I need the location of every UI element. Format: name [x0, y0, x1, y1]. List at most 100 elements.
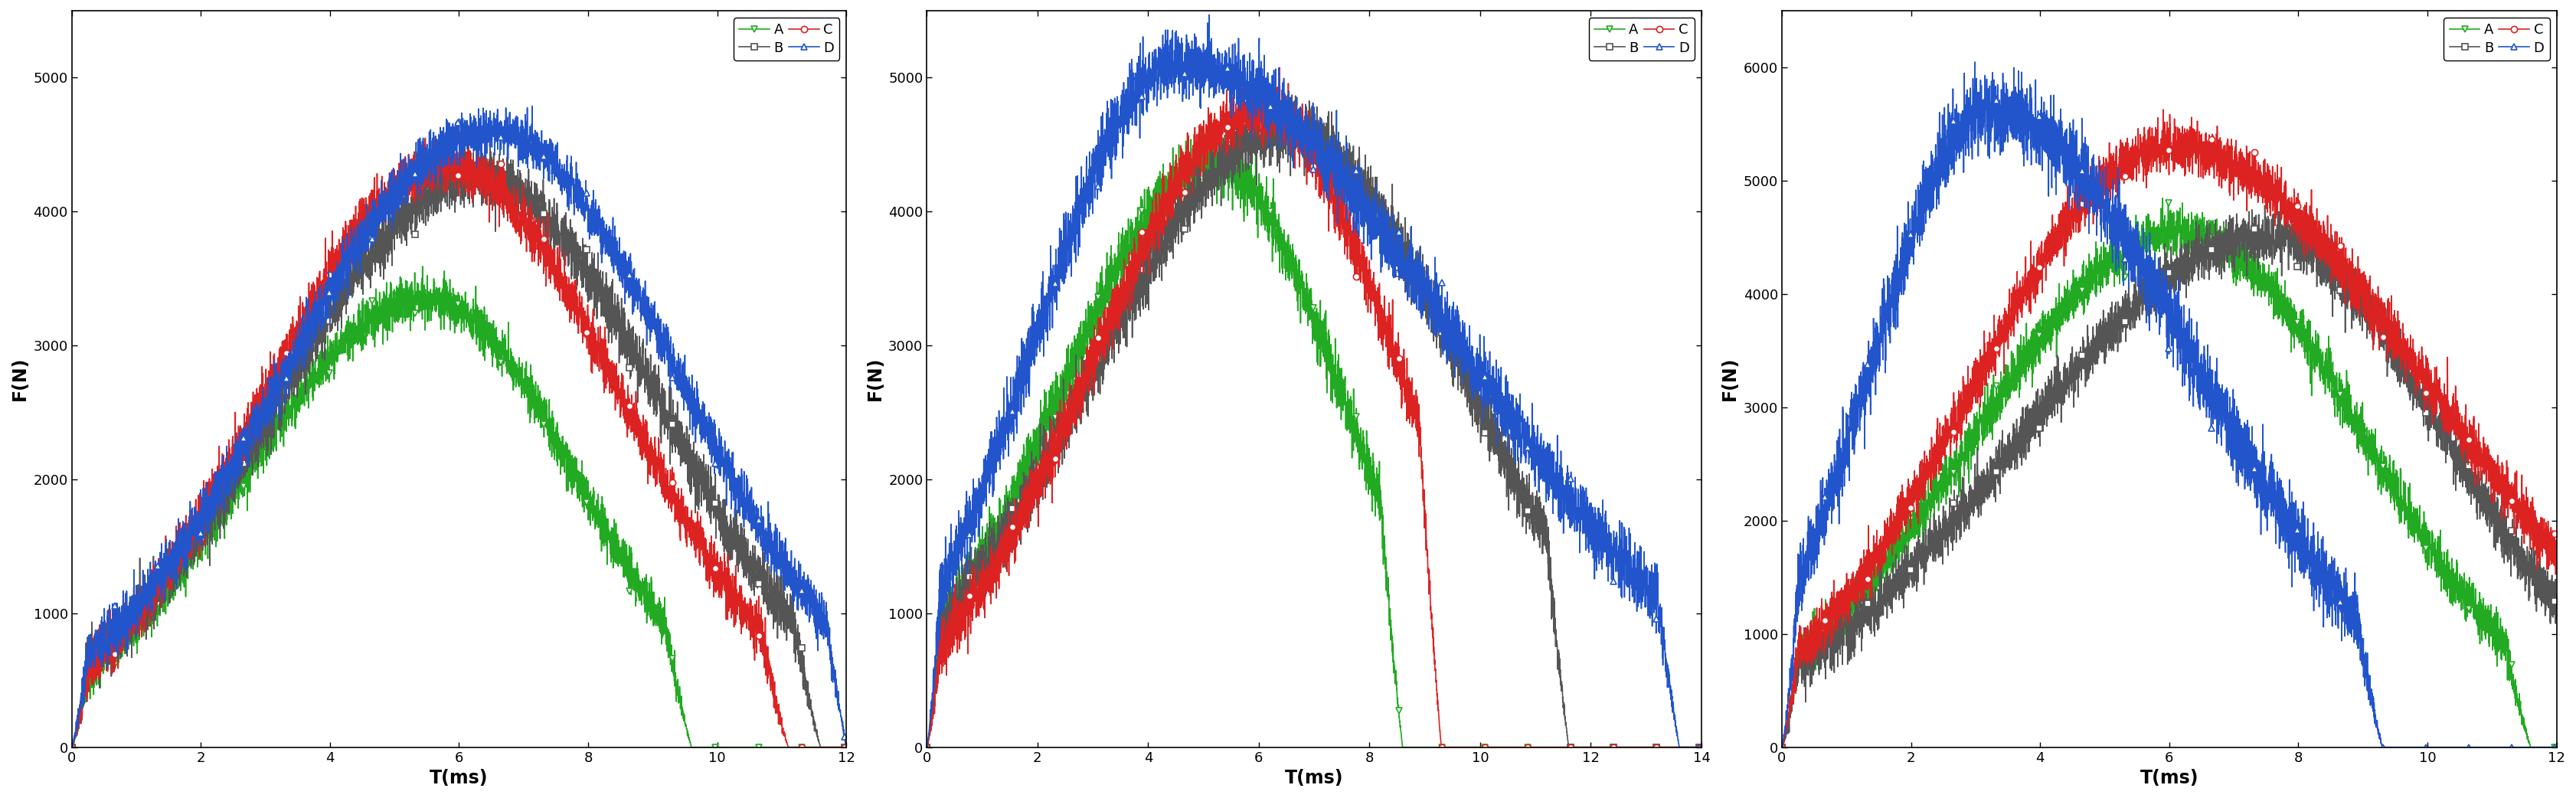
X-axis label: T(ms): T(ms) — [2141, 769, 2197, 788]
D — [832, 742, 863, 752]
Y-axis label: F(N): F(N) — [1721, 357, 1739, 401]
B — [196, 510, 227, 519]
C — [196, 480, 227, 490]
D — [1687, 742, 1718, 752]
D — [518, 101, 549, 111]
Line: B: B — [1777, 203, 2561, 750]
D — [2403, 742, 2434, 752]
Line: B: B — [70, 140, 850, 750]
Line: D: D — [1777, 59, 2561, 750]
A — [1548, 742, 1579, 752]
D — [1193, 10, 1224, 20]
B — [2063, 381, 2094, 390]
D — [57, 742, 88, 752]
C — [2231, 158, 2262, 168]
C — [1489, 742, 1520, 752]
Line: A: A — [70, 263, 850, 750]
D — [2063, 180, 2094, 189]
Legend: A, B, C, D: A, B, C, D — [734, 18, 840, 61]
D — [634, 313, 665, 322]
Line: A: A — [925, 125, 1705, 750]
B — [2231, 237, 2262, 247]
C — [1687, 742, 1718, 752]
A — [196, 520, 227, 530]
D — [1489, 415, 1520, 425]
B — [559, 251, 590, 261]
Y-axis label: F(N): F(N) — [866, 357, 884, 401]
D — [2231, 428, 2262, 437]
D — [353, 243, 384, 252]
B — [1414, 292, 1445, 302]
D — [559, 185, 590, 195]
A — [2344, 421, 2375, 431]
A — [353, 317, 384, 326]
B — [1489, 441, 1520, 451]
A — [634, 587, 665, 597]
C — [57, 742, 88, 752]
Y-axis label: F(N): F(N) — [10, 357, 28, 401]
A — [2231, 266, 2262, 275]
A — [2148, 193, 2179, 203]
A — [1414, 742, 1445, 752]
B — [1051, 415, 1082, 425]
D — [1906, 160, 1937, 170]
A — [2403, 526, 2434, 535]
A — [520, 404, 551, 413]
C — [1208, 120, 1239, 130]
Line: D: D — [925, 12, 1705, 750]
A — [57, 742, 88, 752]
B — [520, 183, 551, 192]
A — [1767, 742, 1798, 752]
X-axis label: T(ms): T(ms) — [1285, 769, 1345, 788]
Line: C: C — [1777, 106, 2561, 750]
B — [1906, 539, 1937, 549]
C — [2148, 105, 2179, 114]
A — [1185, 124, 1216, 133]
B — [474, 139, 505, 148]
D — [520, 164, 551, 174]
C — [520, 236, 551, 246]
B — [57, 742, 88, 752]
D — [1414, 314, 1445, 323]
A — [2540, 742, 2571, 752]
C — [912, 742, 943, 752]
A — [912, 742, 943, 752]
C — [693, 551, 724, 560]
B — [912, 742, 943, 752]
D — [912, 742, 943, 752]
D — [1051, 243, 1082, 252]
D — [196, 482, 227, 492]
C — [1906, 474, 1937, 484]
A — [1376, 628, 1406, 638]
D — [1376, 226, 1406, 235]
D — [1767, 742, 1798, 752]
C — [1548, 742, 1579, 752]
B — [2269, 227, 2300, 237]
Line: D: D — [70, 103, 850, 750]
B — [693, 488, 724, 497]
B — [634, 390, 665, 400]
C — [1051, 395, 1082, 405]
A — [1489, 742, 1520, 752]
B — [832, 742, 863, 752]
C — [559, 285, 590, 294]
B — [353, 261, 384, 271]
B — [1260, 85, 1291, 94]
C — [2063, 209, 2094, 219]
Line: B: B — [925, 86, 1705, 750]
Legend: A, B, C, D: A, B, C, D — [2445, 18, 2550, 61]
A — [1051, 363, 1082, 373]
C — [1767, 742, 1798, 752]
C — [634, 466, 665, 476]
A — [1208, 193, 1239, 203]
Legend: A, B, C, D: A, B, C, D — [1589, 18, 1695, 61]
Line: A: A — [1777, 195, 2561, 750]
C — [2403, 385, 2434, 394]
X-axis label: T(ms): T(ms) — [430, 769, 489, 788]
C — [446, 127, 477, 136]
C — [1414, 601, 1445, 610]
D — [1548, 513, 1579, 523]
A — [1687, 742, 1718, 752]
A — [1906, 520, 1937, 530]
D — [2344, 618, 2375, 627]
